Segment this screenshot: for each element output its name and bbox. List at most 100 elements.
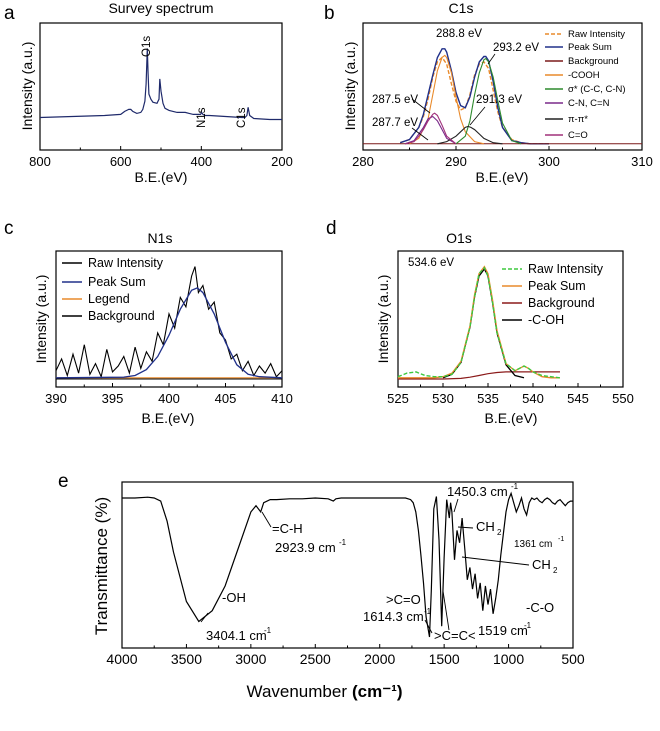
panel-c-legend-peaksum: Peak Sum — [88, 275, 146, 289]
panel-b-legend-raw: Raw Intensity — [568, 29, 625, 40]
panel-e-ann-ch2-upper: CH — [476, 519, 495, 534]
panel-d-xtick-label: 530 — [432, 391, 454, 406]
panel-e-xtick-label: 3500 — [171, 651, 202, 667]
panel-e-xtick-label: 500 — [561, 651, 585, 667]
panel-c-xtick-label: 405 — [215, 391, 237, 406]
panel-e-ann-oh: -OH — [222, 590, 246, 605]
panel-c-legend-legend: Legend — [88, 292, 130, 306]
panel-e-ann-oh-leader — [200, 612, 209, 623]
panel-a-title: Survey spectrum — [108, 0, 213, 16]
panel-e-ftir-line — [122, 491, 573, 638]
panel-e-xtick-label: 1000 — [493, 651, 524, 667]
panel-e-xlabel: Wavenumber — [247, 682, 348, 701]
panel-d: d O1s Intensity (a.u.) B.E.(eV) 525 530 53… — [326, 218, 634, 426]
panel-b-xtick-label: 290 — [445, 154, 467, 169]
panel-b-title: C1s — [449, 0, 474, 16]
panel-e-ann-ch2-upper-sub: 2 — [497, 528, 502, 537]
panel-d-xtick-label: 550 — [612, 391, 634, 406]
panel-c-legend: Raw Intensity Peak Sum Legend Background — [62, 256, 164, 323]
panel-e-ann-ch2-lower: CH — [532, 557, 551, 572]
panel-a: a Survey spectrum Intensity (a.u.) B.E.(… — [4, 0, 293, 185]
panel-e-ann-cc-leader — [442, 590, 450, 631]
panel-b-legend-cn: C-N, C=N — [568, 98, 610, 109]
panel-e-ann-1361: 1361 cm — [514, 539, 552, 550]
panel-e-ann-co-unit-sup: -1 — [424, 607, 432, 616]
panel-e-ann-cc-unit-sup: -1 — [524, 621, 532, 630]
panel-b-legend: Raw Intensity Peak Sum Background -COOH … — [545, 29, 626, 141]
panel-b-legend-co: C=O — [568, 130, 588, 141]
panel-e-ylabel: Transmittance (%) — [92, 497, 111, 635]
panel-e-ann-cdo: -C-O — [526, 600, 554, 615]
panel-d-raw-intensity-line — [397, 266, 561, 379]
panel-b-ann-287-7-leader — [411, 127, 429, 141]
panel-b-xtick-label: 280 — [352, 154, 374, 169]
panel-b-ann-293-2: 293.2 eV — [493, 42, 539, 54]
panel-a-xlabel: B.E.(eV) — [135, 169, 188, 185]
panel-c-title: N1s — [148, 230, 173, 246]
panel-e-ann-co-leader — [424, 619, 433, 634]
panel-d-background-line — [398, 371, 560, 380]
panel-e-ann-ch-unit-sup: -1 — [339, 538, 347, 547]
panel-a-c1s-label: C1s — [236, 107, 248, 128]
panel-c-xtick-label: 390 — [45, 391, 67, 406]
panel-b-label: b — [324, 3, 335, 24]
panel-c-xtick-label: 410 — [271, 391, 293, 406]
panel-b: b C1s Intensity (a.u.) B.E.(eV) 280 290 30… — [324, 0, 653, 185]
panel-e-xtick-label: 4000 — [106, 651, 137, 667]
panel-d-legend-coh: -C-OH — [528, 313, 564, 327]
panel-a-label: a — [4, 3, 15, 24]
panel-b-pipi-line — [437, 125, 503, 145]
panel-d-ylabel: Intensity (a.u.) — [375, 275, 391, 364]
panel-c: c N1s Intensity (a.u.) B.E.(eV) 390 395 40… — [4, 218, 293, 426]
panel-d-legend-raw: Raw Intensity — [528, 262, 604, 276]
panel-e-ann-cc-value: 1519 cm — [478, 623, 528, 638]
panel-a-xtick-label: 200 — [271, 154, 293, 169]
panel-e-label: e — [58, 471, 69, 492]
panel-c-xlabel: B.E.(eV) — [142, 410, 195, 426]
panel-d-xtick-label: 525 — [387, 391, 409, 406]
panel-c-raw-intensity-line — [55, 266, 283, 379]
panel-e-ann-1450-leader — [453, 498, 459, 513]
panel-b-ann-287-7: 287.7 eV — [372, 117, 418, 129]
panel-d-title: O1s — [446, 230, 472, 246]
panel-b-xtick-label: 310 — [631, 154, 653, 169]
panel-a-ylabel: Intensity (a.u.) — [19, 42, 35, 131]
panel-e-xlabel-unit: (cm⁻¹) — [352, 682, 403, 701]
panel-e-ann-ch2-lower-leader — [461, 556, 530, 566]
panel-b-co-line — [404, 112, 457, 145]
panel-b-ann-288-8: 288.8 eV — [436, 28, 482, 40]
panel-c-legend-background: Background — [88, 309, 155, 323]
panel-b-legend-peaksum: Peak Sum — [568, 42, 612, 53]
panel-c-legend-raw: Raw Intensity — [88, 256, 164, 270]
panel-d-legend-peaksum: Peak Sum — [528, 279, 586, 293]
panel-a-xtick-label: 800 — [29, 154, 51, 169]
panel-a-xtick-label: 600 — [110, 154, 132, 169]
panel-e-ann-cc: >C=C< — [434, 628, 476, 643]
panel-b-xtick-label: 300 — [538, 154, 560, 169]
panel-b-ann-287-5-leader — [411, 98, 431, 114]
panel-c-xtick-label: 400 — [158, 391, 180, 406]
panel-b-cn-line — [404, 115, 457, 145]
panel-e: e Transmittance (%) Wavenumber (cm⁻¹) 40… — [58, 471, 585, 701]
panel-b-peak-sum-line — [399, 48, 549, 145]
panel-c-label: c — [4, 218, 14, 239]
panel-b-ann-291-3: 291.3 eV — [476, 94, 522, 106]
panel-c-peak-sum-line — [55, 287, 283, 379]
panel-e-ann-co-value: 1614.3 cm — [363, 609, 424, 624]
panel-b-ylabel: Intensity (a.u.) — [342, 42, 358, 131]
panel-d-legend: Raw Intensity Peak Sum Background -C-OH — [502, 262, 604, 327]
panel-e-ann-ch: =C-H — [272, 521, 303, 536]
panel-b-ann-291-3-leader — [469, 106, 486, 126]
panel-e-xtick-label: 1500 — [429, 651, 460, 667]
panel-a-survey-line — [39, 48, 282, 121]
panel-b-legend-background: Background — [568, 56, 619, 67]
panel-e-ann-1361-unit-sup: -1 — [558, 536, 564, 543]
panel-e-ann-ch2-lower-sub: 2 — [553, 566, 558, 575]
panel-e-ann-1450: 1450.3 cm — [447, 484, 508, 499]
panel-e-xtick-label: 3000 — [235, 651, 266, 667]
panel-b-legend-sigma: σ* (C-C, C-N) — [568, 84, 626, 95]
panel-c-xtick-label: 395 — [102, 391, 124, 406]
panel-d-label: d — [326, 218, 337, 239]
panel-e-ann-ch-leader — [261, 511, 272, 528]
panel-a-xtick-label: 400 — [190, 154, 212, 169]
